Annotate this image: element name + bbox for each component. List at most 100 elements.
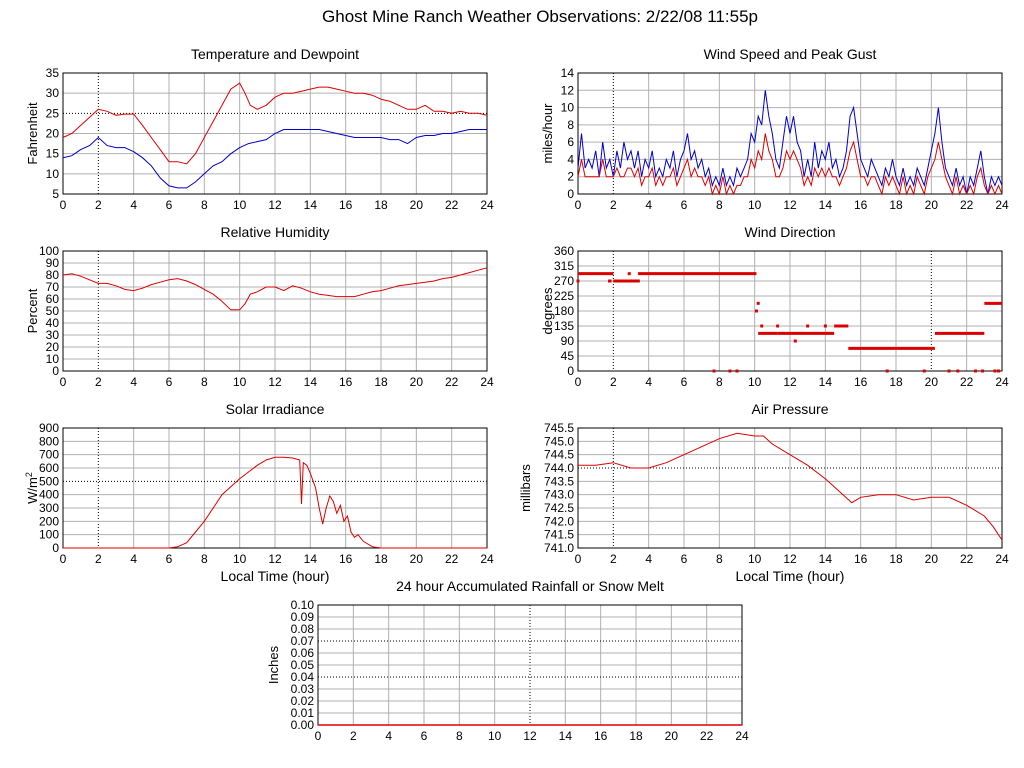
dir-y-tick-label: 360 xyxy=(554,244,574,258)
dir-direction-point xyxy=(776,324,780,328)
pressure-y-axis-label: millibars xyxy=(518,464,533,512)
solar-x-tick-label: 4 xyxy=(130,552,137,566)
rh-y-tick-label: 10 xyxy=(46,352,60,366)
dir-direction-point xyxy=(793,339,797,343)
wind-y-tick-label: 2 xyxy=(567,170,574,184)
rain-y-tick-label: 0.07 xyxy=(291,634,315,648)
wind-x-tick-label: 18 xyxy=(889,198,903,212)
pressure-y-tick-label: 742.0 xyxy=(544,514,574,528)
rain-y-tick-label: 0.01 xyxy=(291,706,315,720)
dir-x-tick-label: 6 xyxy=(681,375,688,389)
dir-direction-point xyxy=(627,272,631,276)
pressure-frame xyxy=(577,427,1003,549)
solar-x-tick-label: 22 xyxy=(445,552,459,566)
wind-y-tick-label: 14 xyxy=(561,66,575,80)
temp-x-tick-label: 8 xyxy=(201,198,208,212)
rain-y-tick-label: 0.00 xyxy=(291,718,315,732)
rh-x-tick-label: 10 xyxy=(233,375,247,389)
rh-y-tick-label: 90 xyxy=(46,256,60,270)
dir-x-tick-label: 24 xyxy=(995,375,1009,389)
wind-x-tick-label: 24 xyxy=(995,198,1009,212)
pressure-title: Air Pressure xyxy=(751,401,828,417)
solar-series-0-line xyxy=(63,456,487,549)
dir-direction-point xyxy=(947,369,951,373)
pressure-x-tick-label: 24 xyxy=(995,552,1009,566)
solar-y-tick-label: 100 xyxy=(39,528,59,542)
wind-y-tick-label: 0 xyxy=(567,187,574,201)
temp-x-tick-label: 2 xyxy=(95,198,102,212)
dir-direction-point xyxy=(823,324,827,328)
temp-frame xyxy=(62,72,488,195)
rain-x-tick-label: 0 xyxy=(315,729,322,743)
temp-y-tick-label: 25 xyxy=(46,106,60,120)
rain-y-tick-label: 0.04 xyxy=(291,670,315,684)
dir-direction-point xyxy=(712,369,716,373)
temp-series-0-line xyxy=(62,82,488,165)
dir-title: Wind Direction xyxy=(744,224,835,240)
rh-y-tick-label: 20 xyxy=(46,340,60,354)
pressure-x-tick-label: 20 xyxy=(925,552,939,566)
solar-y-tick-label: 700 xyxy=(39,448,59,462)
pressure-x-axis-label: Local Time (hour) xyxy=(736,568,845,584)
solar-y-tick-label: 200 xyxy=(39,514,59,528)
dir-x-tick-label: 4 xyxy=(645,375,652,389)
wind-x-tick-label: 14 xyxy=(819,198,833,212)
rh-y-tick-label: 80 xyxy=(46,268,60,282)
dir-direction-point xyxy=(956,369,960,373)
temp-x-tick-label: 20 xyxy=(410,198,424,212)
pressure-y-tick-label: 745.0 xyxy=(544,434,574,448)
wind-y-tick-label: 4 xyxy=(567,152,574,166)
solar-y-tick-label: 0 xyxy=(52,541,59,555)
solar-x-tick-label: 2 xyxy=(95,552,102,566)
pressure-y-tick-label: 742.5 xyxy=(544,501,574,515)
solar-y-tick-label: 300 xyxy=(39,501,59,515)
dir-x-tick-label: 14 xyxy=(819,375,833,389)
pressure-y-tick-label: 744.5 xyxy=(544,448,574,462)
page-title: Ghost Mine Ranch Weather Observations: 2… xyxy=(322,7,758,26)
rh-x-tick-label: 12 xyxy=(268,375,282,389)
wind-y-tick-label: 8 xyxy=(567,118,574,132)
temp-series-1-line xyxy=(62,129,487,189)
rain-y-tick-label: 0.05 xyxy=(291,658,315,672)
temp-title: Temperature and Dewpoint xyxy=(191,46,359,62)
rh-x-tick-label: 22 xyxy=(445,375,459,389)
dir-direction-point xyxy=(735,369,739,373)
temp-x-tick-label: 4 xyxy=(130,198,137,212)
wind-x-tick-label: 12 xyxy=(783,198,797,212)
pressure-x-tick-label: 2 xyxy=(610,552,617,566)
dir-x-tick-label: 12 xyxy=(783,375,797,389)
temp-x-tick-label: 24 xyxy=(480,198,494,212)
pressure-x-tick-label: 0 xyxy=(575,552,582,566)
wind-x-tick-label: 22 xyxy=(960,198,974,212)
temp-y-tick-label: 20 xyxy=(46,127,60,141)
wind-series-0-line xyxy=(577,90,1003,195)
dir-y-tick-label: 180 xyxy=(554,304,574,318)
wind-y-tick-label: 12 xyxy=(561,83,575,97)
rh-x-tick-label: 24 xyxy=(480,375,494,389)
rain-y-axis-label: Inches xyxy=(266,645,281,684)
wind-y-tick-label: 6 xyxy=(567,135,574,149)
pressure-x-tick-label: 12 xyxy=(783,552,797,566)
dir-x-tick-label: 8 xyxy=(716,375,723,389)
solar-x-tick-label: 24 xyxy=(480,552,494,566)
rain-x-tick-label: 14 xyxy=(559,729,573,743)
dir-direction-point xyxy=(760,324,764,328)
pressure-x-tick-label: 16 xyxy=(854,552,868,566)
wind-x-tick-label: 8 xyxy=(716,198,723,212)
rh-x-tick-label: 8 xyxy=(201,375,208,389)
dir-direction-point xyxy=(756,301,760,305)
rh-x-tick-label: 14 xyxy=(304,375,318,389)
solar-x-tick-label: 16 xyxy=(339,552,353,566)
rh-x-tick-label: 20 xyxy=(410,375,424,389)
rain-x-tick-label: 4 xyxy=(385,729,392,743)
wind-frame xyxy=(577,72,1003,195)
rain-title: 24 hour Accumulated Rainfall or Snow Mel… xyxy=(396,578,664,594)
wind-series-1-line xyxy=(577,133,1003,196)
dir-y-tick-label: 45 xyxy=(561,349,575,363)
solar-x-tick-label: 20 xyxy=(410,552,424,566)
dir-frame xyxy=(577,250,1003,372)
dir-y-tick-label: 270 xyxy=(554,274,574,288)
